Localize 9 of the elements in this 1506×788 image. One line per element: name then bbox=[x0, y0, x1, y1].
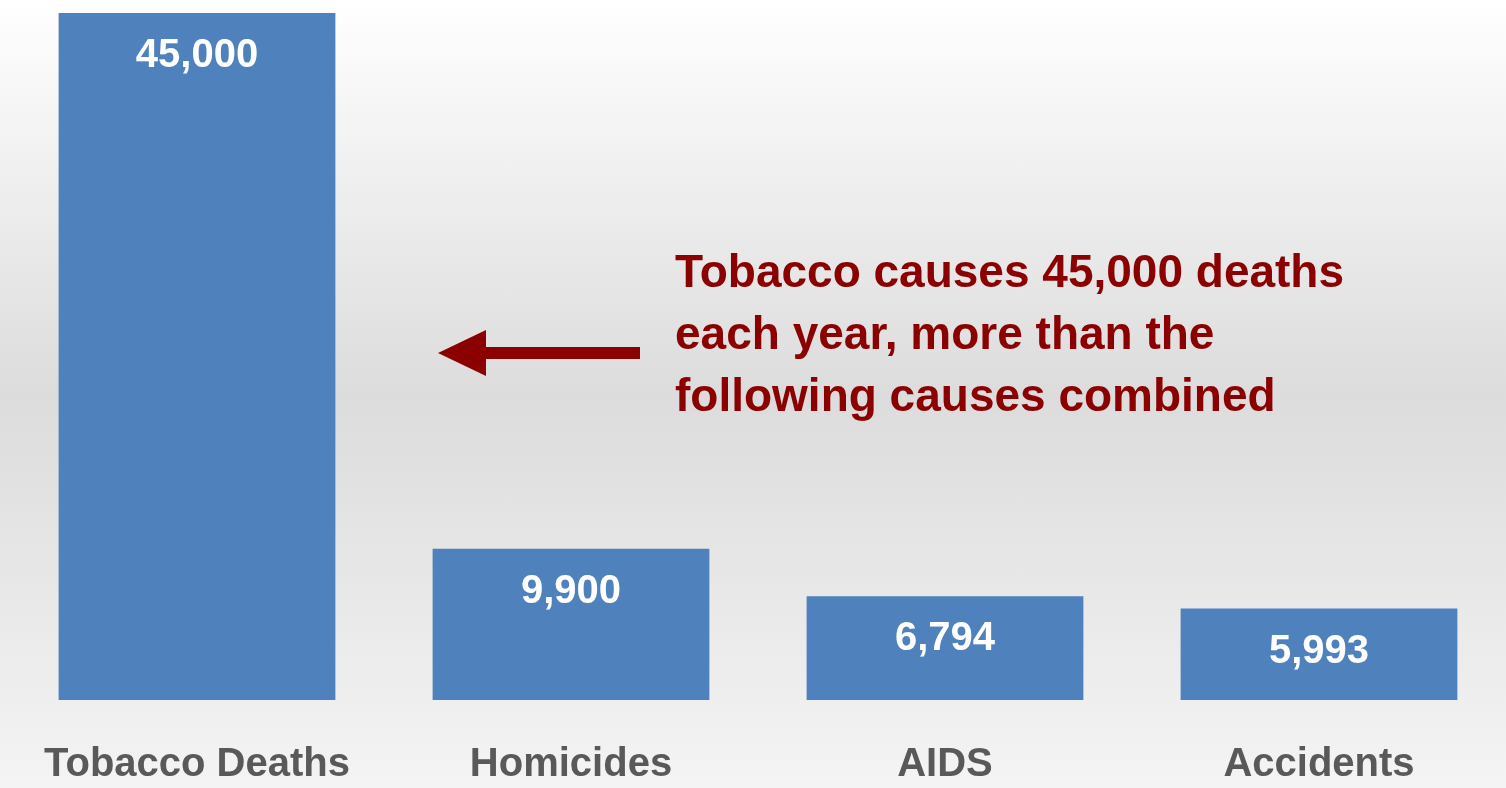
x-tick-label: Accidents bbox=[1223, 740, 1415, 784]
x-tick-label: AIDS bbox=[897, 740, 993, 784]
data-label: 6,794 bbox=[894, 614, 996, 659]
data-label: 45,000 bbox=[135, 31, 259, 75]
data-label: 9,900 bbox=[520, 566, 622, 611]
x-tick-label: Homicides bbox=[469, 740, 673, 784]
annotation: Tobacco causes 45,000 deaths each year, more than the following causes combined bbox=[675, 245, 1357, 421]
x-tick-label: Tobacco Deaths bbox=[44, 740, 350, 784]
data-label: 5,993 bbox=[1268, 626, 1370, 671]
